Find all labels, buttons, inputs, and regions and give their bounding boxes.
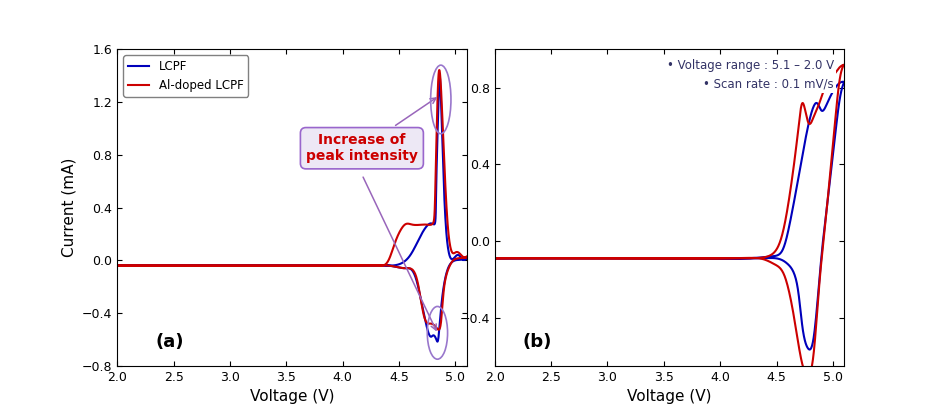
- LCPF: [436, 137, 447, 142]
- Line: Al-doped LCPF: Al-doped LCPF: [117, 70, 467, 330]
- Al-doped LCPF: [433, 327, 445, 332]
- Text: • Voltage range : 5.1 – 2.0 V
• Scan rate : 0.1 mV/s: • Voltage range : 5.1 – 2.0 V • Scan rat…: [667, 59, 834, 91]
- Al-doped LCPF: [112, 263, 123, 268]
- Al-doped LCPF: [434, 74, 446, 79]
- Al-doped LCPF: [376, 263, 387, 268]
- X-axis label: Voltage (V): Voltage (V): [250, 389, 334, 404]
- Line: LCPF: LCPF: [117, 76, 467, 342]
- Al-doped LCPF: [429, 323, 440, 328]
- LCPF: [399, 266, 410, 271]
- Al-doped LCPF: [411, 222, 422, 227]
- LCPF: [421, 224, 432, 229]
- Al-doped LCPF: [112, 263, 123, 268]
- LCPF: [434, 74, 446, 79]
- LCPF: [428, 333, 439, 338]
- Y-axis label: Current (mA): Current (mA): [61, 158, 76, 257]
- Legend: LCPF, Al-doped LCPF: LCPF, Al-doped LCPF: [123, 55, 248, 97]
- Text: Increase of
peak intensity: Increase of peak intensity: [306, 98, 436, 163]
- Al-doped LCPF: [433, 67, 445, 72]
- X-axis label: Voltage (V): Voltage (V): [628, 389, 712, 404]
- LCPF: [112, 263, 123, 268]
- Al-doped LCPF: [402, 266, 414, 270]
- Text: (a): (a): [156, 333, 184, 351]
- LCPF: [431, 339, 443, 344]
- Text: (b): (b): [522, 333, 552, 351]
- LCPF: [112, 263, 123, 268]
- Al-doped LCPF: [431, 326, 443, 331]
- LCPF: [378, 263, 389, 268]
- LCPF: [431, 339, 443, 344]
